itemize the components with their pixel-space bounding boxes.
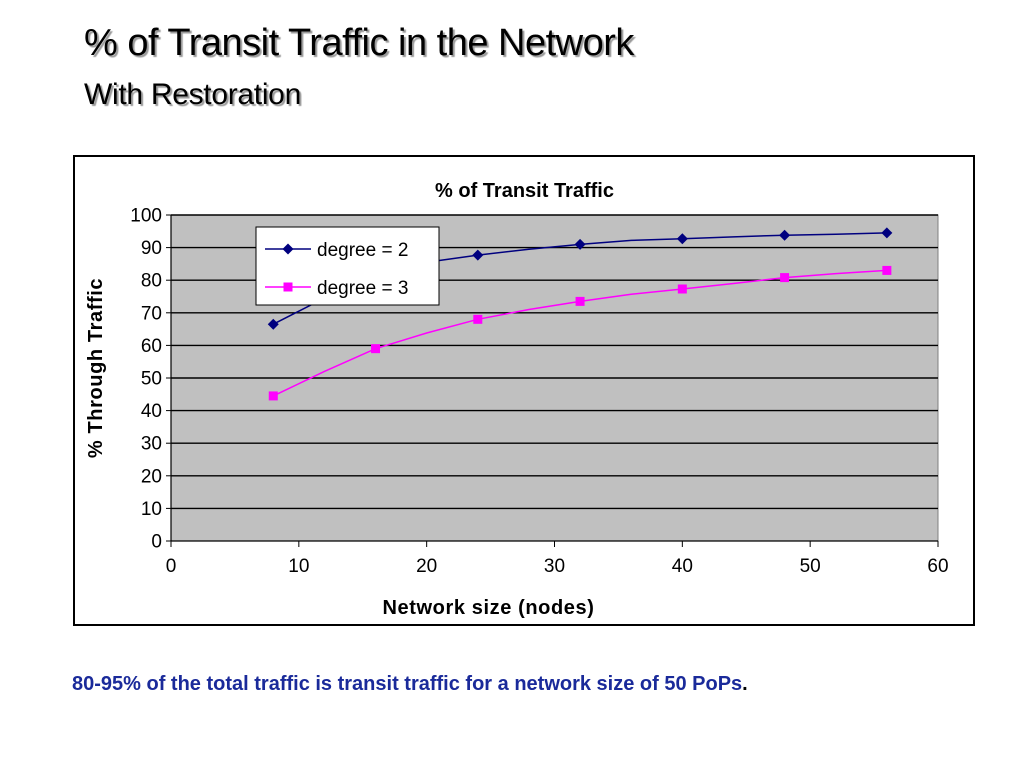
- legend-marker-2: [283, 282, 293, 292]
- legend-box: [255, 226, 440, 306]
- x-axis-title: Network size (nodes): [382, 597, 594, 619]
- chart-title: % of Transit Traffic: [435, 180, 614, 202]
- y-tick-label-0: 0: [151, 532, 162, 553]
- series-1-point-7: [881, 227, 893, 239]
- legend-label-1: degree = 2: [317, 240, 408, 261]
- series-2-point-1: [268, 391, 278, 401]
- y-tick-label-60: 60: [141, 336, 162, 357]
- series-1-point-4: [574, 238, 586, 250]
- line-chart: 0 10 20 30 40 50 60 70 80 90 100 0 10 20 30 40 50 60 % of …: [85, 180, 949, 619]
- series-1-point-1: [267, 318, 279, 330]
- y-tick-label-80: 80: [141, 271, 162, 292]
- x-tick-label-50: 50: [800, 556, 821, 577]
- series-2-point-3: [473, 314, 483, 324]
- y-tick-label-100: 100: [130, 206, 162, 227]
- legend-label-2: degree = 3: [317, 278, 408, 299]
- chart-container: 0 10 20 30 40 50 60 70 80 90 100 0 10 20 30 40 50 60 % of …: [73, 155, 975, 626]
- x-tick-label-30: 30: [544, 556, 565, 577]
- x-tick-label-0: 0: [166, 556, 177, 577]
- x-tick-label-20: 20: [416, 556, 437, 577]
- series-2-point-2: [371, 344, 381, 354]
- y-tick-label-40: 40: [141, 401, 162, 422]
- y-tick-label-10: 10: [141, 499, 162, 520]
- x-tick-label-40: 40: [672, 556, 693, 577]
- slide-title: % of Transit Traffic in the Network: [84, 22, 634, 64]
- series-1-point-6: [779, 229, 791, 241]
- slide-subtitle: With Restoration: [84, 78, 301, 111]
- series-2-point-5: [677, 284, 687, 294]
- series-1-point-3: [472, 249, 484, 261]
- y-axis-title: % Through Traffic: [85, 278, 107, 458]
- caption-period: .: [742, 673, 748, 695]
- y-tick-label-90: 90: [141, 238, 162, 259]
- caption: 80-95% of the total traffic is transit t…: [72, 673, 748, 696]
- y-tick-label-20: 20: [141, 466, 162, 487]
- y-tick-label-70: 70: [141, 303, 162, 324]
- caption-text: 80-95% of the total traffic is transit t…: [72, 673, 743, 695]
- y-tick-label-50: 50: [141, 369, 162, 390]
- series-2-point-6: [780, 273, 790, 283]
- y-tick-label-30: 30: [141, 434, 162, 455]
- series-2-point-4: [575, 296, 585, 306]
- x-tick-label-60: 60: [927, 556, 948, 577]
- series-2-point-7: [882, 265, 892, 275]
- legend-marker-1: [282, 243, 294, 255]
- x-tick-label-10: 10: [288, 556, 309, 577]
- series-1-point-5: [676, 233, 688, 245]
